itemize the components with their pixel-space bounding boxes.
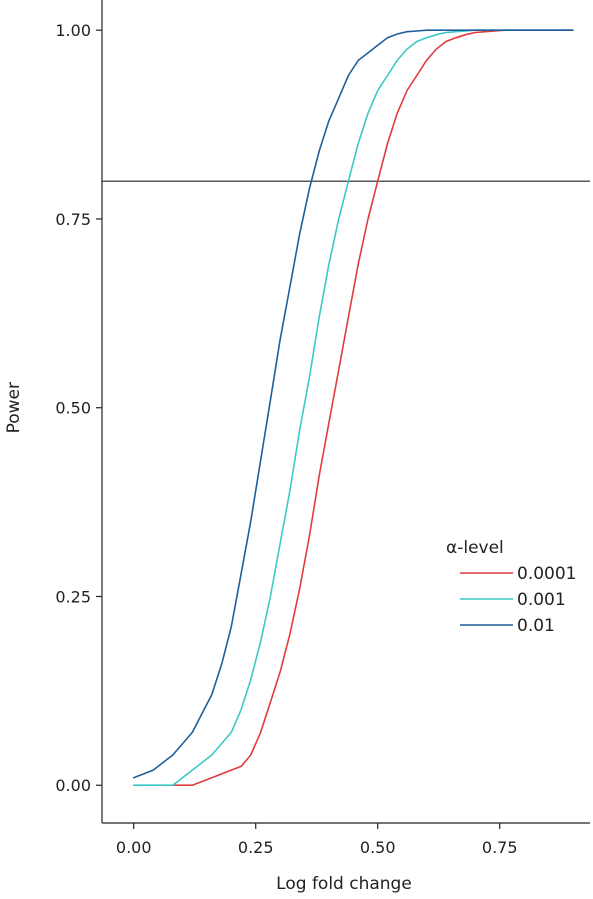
y-tick-label: 0.00 bbox=[55, 776, 91, 795]
axes: 0.00 0.25 0.50 0.75 1.00 0.00 0.25 0.50 0.75 Log … bbox=[4, 0, 590, 894]
y-tick-label: 0.50 bbox=[55, 399, 91, 418]
x-tick-label: 0.75 bbox=[482, 838, 518, 857]
plot-area bbox=[102, 29, 590, 787]
series-line-alpha-0-0001 bbox=[172, 29, 574, 787]
y-tick-label: 0.75 bbox=[55, 210, 91, 229]
series-line-alpha-0-001 bbox=[132, 29, 574, 787]
legend-label: 0.0001 bbox=[517, 564, 576, 584]
series-line-alpha-0-01 bbox=[132, 29, 574, 779]
y-tick-label: 0.25 bbox=[55, 587, 91, 606]
legend-label: 0.001 bbox=[517, 590, 566, 610]
x-tick-label: 0.00 bbox=[116, 838, 152, 857]
x-axis-title: Log fold change bbox=[276, 874, 412, 894]
y-tick-label: 1.00 bbox=[55, 21, 91, 40]
x-tick-label: 0.25 bbox=[238, 838, 274, 857]
legend: α-level 0.0001 0.001 0.01 bbox=[446, 538, 576, 636]
legend-label: 0.01 bbox=[517, 616, 555, 636]
legend-title: α-level bbox=[446, 538, 504, 558]
y-axis-title: Power bbox=[4, 382, 24, 433]
x-tick-label: 0.50 bbox=[360, 838, 396, 857]
